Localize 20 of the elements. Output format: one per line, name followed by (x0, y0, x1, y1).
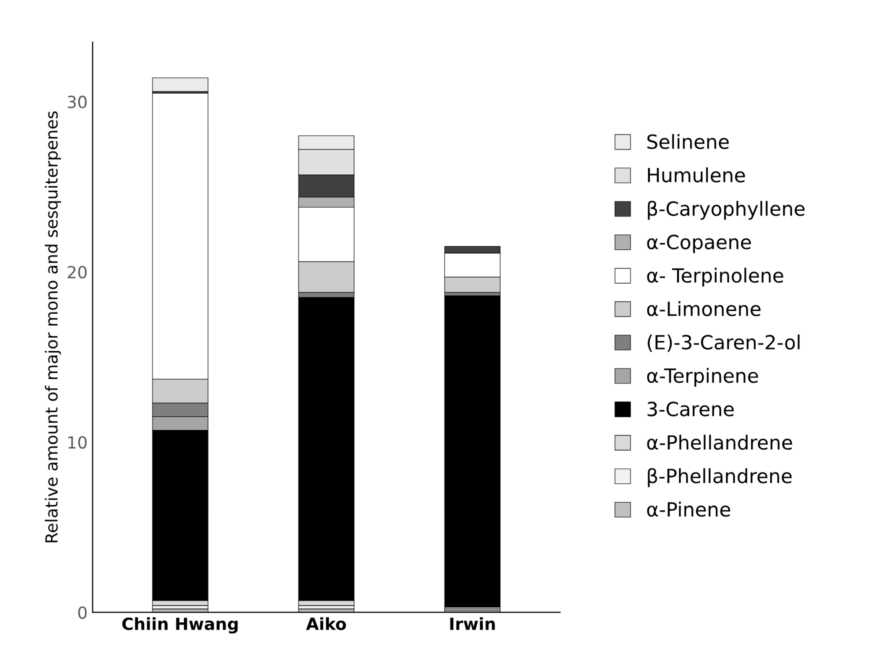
legend-label: α-Terpinene (647, 368, 758, 387)
legend-label: α-Phellandrene (647, 434, 792, 450)
y-tick-label: 30 (68, 96, 87, 108)
x-tick-label: Aiko (306, 617, 346, 630)
legend-label: (E)-3-Caren-2-ol (648, 334, 800, 352)
legend-label: α-Limonene (647, 301, 761, 316)
y-tick-label: 20 (68, 266, 87, 278)
x-tick-label: Chiin Hwang (122, 617, 238, 634)
legend-label: α- Terpinolene (647, 268, 784, 287)
y-tick-label: 10 (68, 436, 87, 449)
legend-label: α-Copaene (647, 234, 751, 254)
legend-label: β-Caryophyllene (648, 200, 805, 220)
y-axis-title: Relative amount of major mono and sesquiterpenes (44, 111, 61, 542)
legend-label: 3-Carene (648, 402, 734, 416)
legend-label: Selinene (647, 134, 729, 150)
y-tick-label: 0 (78, 606, 87, 619)
legend-label: β-Phellandrene (648, 468, 792, 488)
x-tick-label: Irwin (450, 617, 495, 630)
legend-label: α-Pinene (647, 502, 730, 517)
legend-label: Humulene (648, 167, 745, 182)
